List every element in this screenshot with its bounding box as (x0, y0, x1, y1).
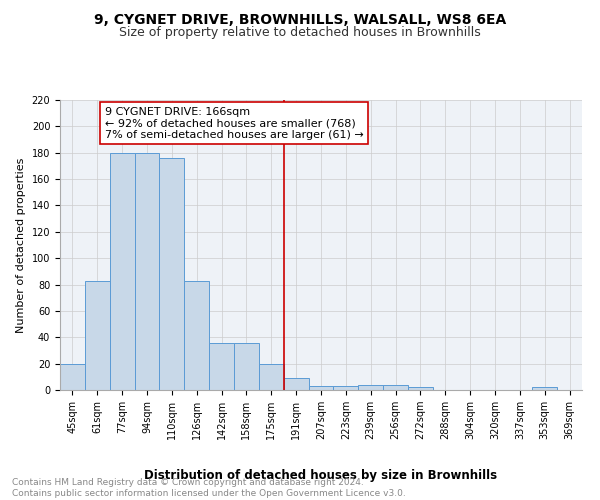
Text: Size of property relative to detached houses in Brownhills: Size of property relative to detached ho… (119, 26, 481, 39)
Bar (160, 158, 184, 390)
Bar (259, 364, 284, 390)
Bar (383, 384, 408, 390)
Bar (209, 342, 234, 390)
Bar (60, 364, 85, 390)
Text: Contains HM Land Registry data © Crown copyright and database right 2024.
Contai: Contains HM Land Registry data © Crown c… (12, 478, 406, 498)
Bar (532, 388, 557, 390)
Text: Distribution of detached houses by size in Brownhills: Distribution of detached houses by size … (145, 470, 497, 482)
Bar (85, 280, 110, 390)
Bar (134, 152, 160, 390)
Bar (334, 386, 358, 390)
Bar (308, 386, 334, 390)
Text: 9 CYGNET DRIVE: 166sqm
← 92% of detached houses are smaller (768)
7% of semi-det: 9 CYGNET DRIVE: 166sqm ← 92% of detached… (105, 106, 364, 140)
Bar (284, 378, 308, 390)
Bar (184, 280, 209, 390)
Bar (234, 342, 259, 390)
Bar (358, 384, 383, 390)
Bar (110, 152, 134, 390)
Bar (408, 388, 433, 390)
Text: 9, CYGNET DRIVE, BROWNHILLS, WALSALL, WS8 6EA: 9, CYGNET DRIVE, BROWNHILLS, WALSALL, WS… (94, 12, 506, 26)
Y-axis label: Number of detached properties: Number of detached properties (16, 158, 26, 332)
